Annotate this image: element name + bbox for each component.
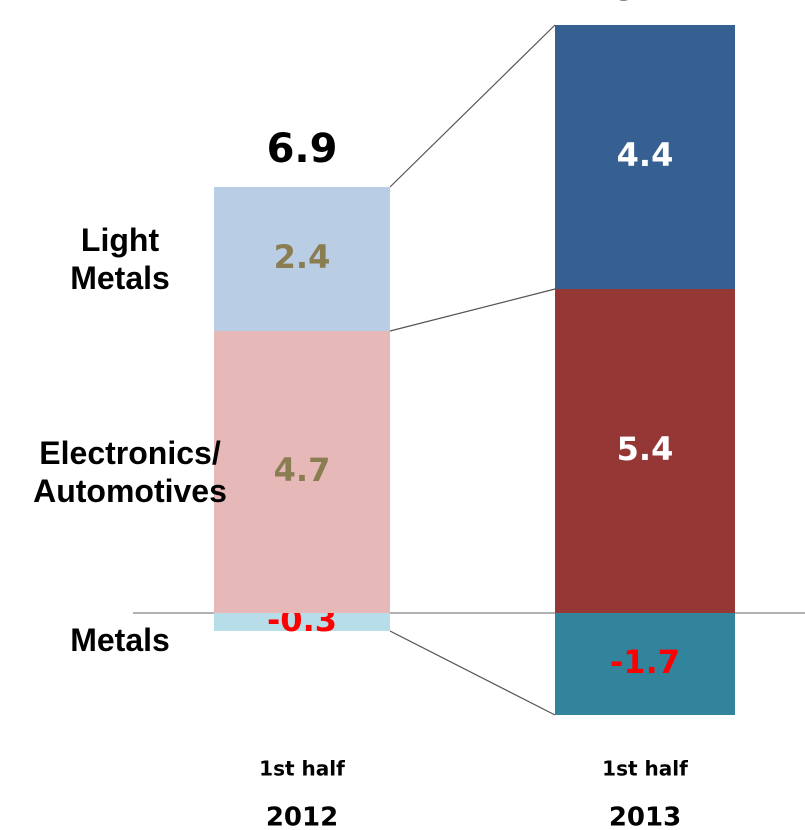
total-label: 8.2 bbox=[610, 0, 681, 10]
data-label: 4.7 bbox=[274, 451, 331, 489]
total-label: 6.9 bbox=[267, 126, 338, 172]
bar-segment bbox=[214, 331, 390, 613]
x-tick-label: 1st half bbox=[602, 757, 688, 781]
data-label: 4.4 bbox=[617, 136, 674, 174]
connector bbox=[389, 630, 556, 716]
bar-segment bbox=[214, 187, 390, 331]
data-label: 5.4 bbox=[617, 430, 674, 468]
data-label: -1.7 bbox=[610, 643, 680, 681]
legend-label: Light Metals bbox=[70, 222, 170, 296]
bar-segment bbox=[214, 613, 390, 631]
connector bbox=[389, 288, 556, 332]
legend-label: Metals bbox=[70, 622, 170, 658]
legend-label: Electronics/ Automotives bbox=[33, 435, 227, 509]
connector bbox=[389, 24, 556, 188]
bar-segment bbox=[555, 613, 735, 715]
x-tick-label: 2012 bbox=[266, 803, 338, 830]
data-label: 2.4 bbox=[274, 238, 331, 276]
bar-segment bbox=[555, 289, 735, 613]
bar-segment bbox=[555, 25, 735, 289]
x-tick-label: 1st half bbox=[259, 757, 345, 781]
x-tick-label: 2013 bbox=[609, 803, 681, 830]
